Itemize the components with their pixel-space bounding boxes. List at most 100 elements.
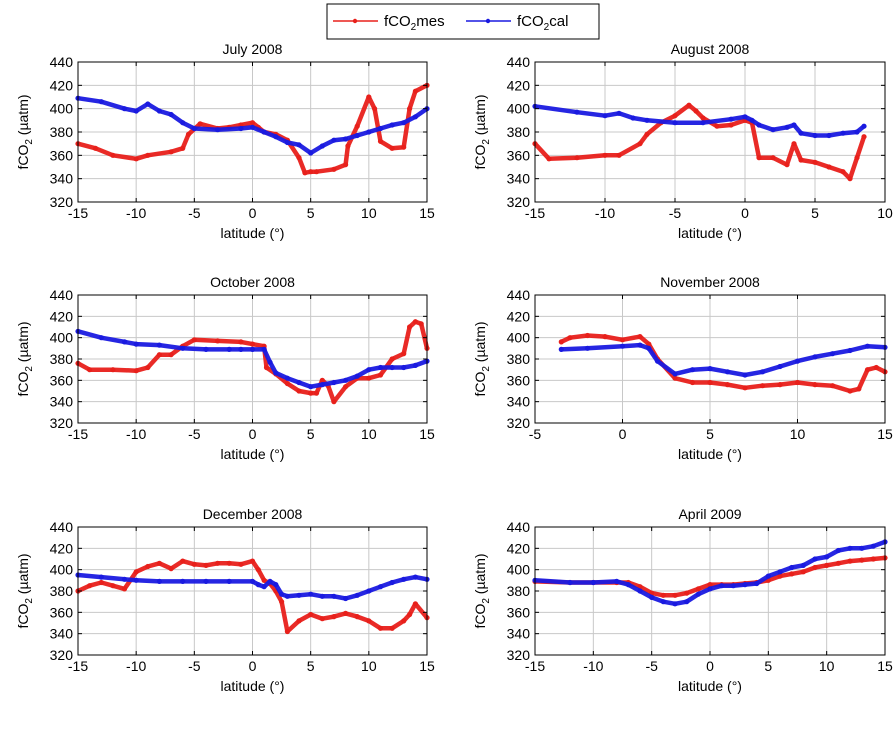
data-point-mes — [812, 382, 818, 388]
data-point-cal — [646, 345, 652, 351]
x-tick-label: -10 — [126, 205, 146, 221]
data-point-mes — [791, 141, 797, 147]
x-tick-label: 5 — [307, 658, 315, 674]
data-point-cal — [284, 375, 290, 381]
data-point-cal — [619, 343, 626, 349]
data-point-mes — [859, 557, 865, 563]
data-point-cal — [389, 122, 395, 128]
x-tick-label: 5 — [811, 205, 819, 221]
legend-marker-cal — [485, 18, 491, 24]
data-point-cal — [354, 373, 360, 379]
data-point-mes — [798, 157, 804, 163]
y-tick-label: 380 — [50, 351, 74, 367]
data-point-mes — [284, 380, 290, 387]
data-point-mes — [354, 123, 360, 129]
data-point-mes — [296, 388, 302, 394]
data-point-mes — [784, 162, 790, 168]
data-point-cal — [308, 150, 314, 156]
data-point-mes — [110, 367, 116, 373]
x-tick-label: 5 — [764, 658, 772, 674]
data-point-mes — [319, 616, 325, 622]
data-point-mes — [759, 383, 766, 389]
chart-panel: -15 -10 -5 0 5 10 320 340 360 380 400 420 440 August … — [472, 41, 893, 241]
data-point-cal — [707, 366, 713, 372]
data-point-mes — [840, 169, 846, 175]
data-point-mes — [864, 367, 871, 373]
x-tick-label: 10 — [790, 426, 806, 442]
data-point-cal — [574, 109, 580, 115]
data-point-mes — [826, 164, 832, 170]
data-point-mes — [180, 558, 186, 564]
data-point-cal — [343, 595, 349, 602]
data-point-mes — [777, 573, 783, 579]
data-point-cal — [203, 578, 209, 585]
data-point-mes — [724, 382, 731, 388]
data-point-cal — [191, 125, 197, 132]
data-point-cal — [759, 369, 766, 375]
data-point-mes — [707, 582, 713, 588]
data-point-mes — [168, 566, 174, 572]
y-tick-label: 320 — [507, 647, 531, 663]
data-point-cal — [215, 127, 221, 133]
y-tick-label: 340 — [50, 171, 74, 187]
data-point-mes — [343, 610, 349, 617]
data-point-mes — [308, 390, 314, 396]
legend: fCO2mes fCO2cal — [326, 3, 600, 40]
y-tick-label: 400 — [507, 562, 531, 578]
data-point-mes — [584, 332, 591, 339]
y-tick-label: 360 — [50, 604, 74, 620]
data-point-cal — [273, 370, 279, 376]
y-tick-label: 320 — [50, 647, 74, 663]
x-tick-label: 10 — [361, 426, 377, 442]
data-point-mes — [98, 579, 104, 586]
data-point-cal — [660, 599, 666, 605]
data-point-cal — [319, 382, 325, 388]
data-point-cal — [835, 547, 841, 554]
data-point-mes — [191, 337, 197, 343]
x-tick-label: 15 — [419, 658, 435, 674]
data-point-cal — [742, 582, 748, 588]
data-point-cal — [308, 591, 314, 597]
data-point-mes — [558, 339, 564, 345]
data-point-cal — [331, 379, 337, 386]
x-axis-label: latitude (°) — [678, 678, 742, 694]
data-point-cal — [829, 351, 836, 357]
data-point-cal — [672, 120, 678, 126]
data-point-cal — [180, 120, 186, 126]
data-point-mes — [238, 339, 244, 345]
data-point-cal — [700, 120, 706, 126]
data-point-cal — [784, 124, 790, 130]
x-axis-label: latitude (°) — [221, 678, 285, 694]
data-point-cal — [789, 564, 795, 571]
data-point-cal — [261, 346, 267, 352]
x-tick-label: -15 — [68, 658, 88, 674]
data-point-mes — [856, 386, 862, 392]
data-point-mes — [366, 375, 372, 381]
x-tick-label: 10 — [819, 658, 835, 674]
data-point-cal — [614, 578, 620, 585]
data-point-cal — [765, 573, 771, 579]
data-point-mes — [238, 561, 244, 567]
data-point-cal — [331, 593, 337, 599]
data-point-cal — [590, 579, 596, 586]
data-point-cal — [121, 339, 128, 345]
y-tick-label: 440 — [507, 54, 531, 70]
data-point-mes — [686, 102, 692, 108]
data-point-cal — [121, 576, 128, 582]
y-tick-label: 400 — [507, 330, 531, 346]
data-point-cal — [800, 562, 806, 569]
chart-panel: -15 -10 -5 0 5 10 15 320 340 360 380 400 420 440 Decem… — [15, 506, 435, 694]
data-point-mes — [756, 155, 762, 161]
data-point-mes — [366, 94, 372, 100]
x-tick-label: -15 — [525, 658, 545, 674]
data-point-mes — [168, 352, 174, 358]
data-point-mes — [637, 141, 643, 147]
data-point-cal — [798, 130, 804, 136]
data-point-mes — [847, 558, 853, 564]
y-tick-label: 340 — [507, 394, 531, 410]
data-point-mes — [110, 583, 116, 589]
data-point-cal — [308, 384, 314, 390]
data-point-cal — [812, 132, 818, 139]
y-tick-label: 440 — [50, 519, 74, 535]
y-tick-label: 400 — [507, 101, 531, 117]
